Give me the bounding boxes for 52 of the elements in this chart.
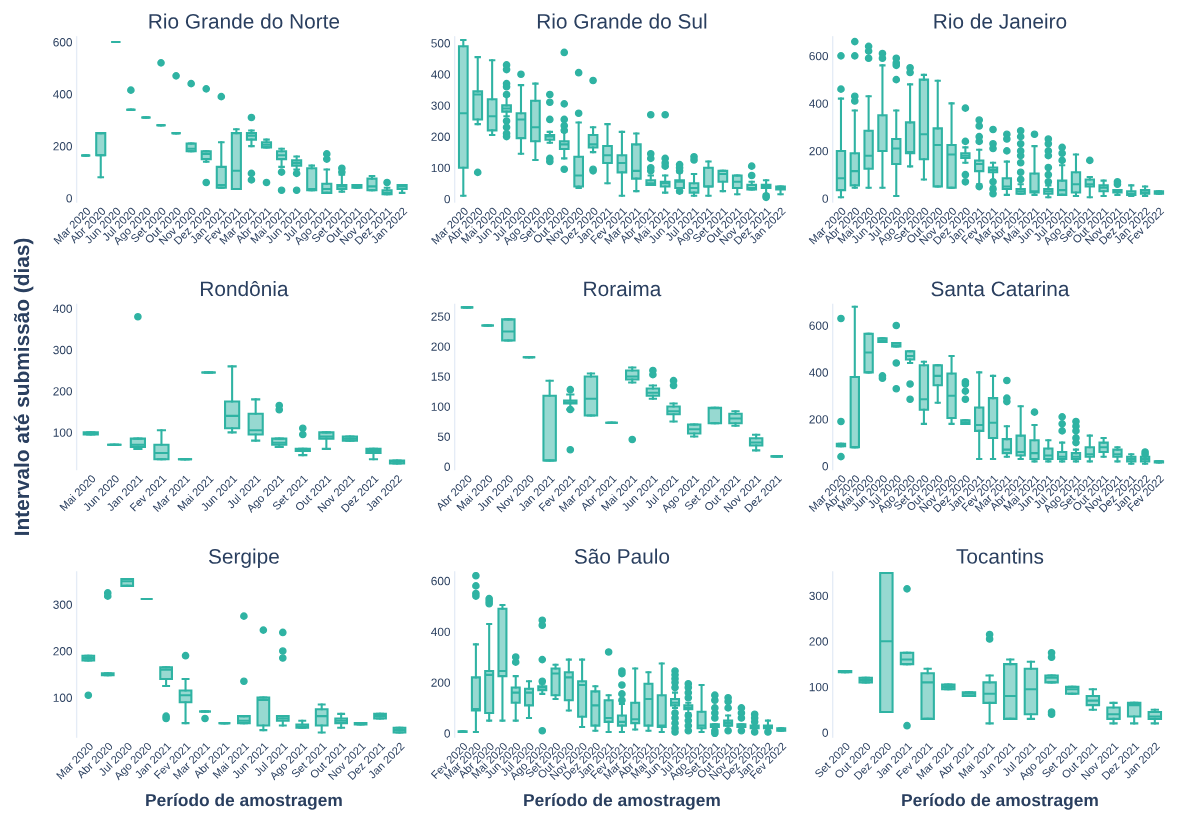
y-tick-label: 300 xyxy=(809,591,829,601)
y-tick-label: 300 xyxy=(431,101,451,110)
y-tick-label: 400 xyxy=(431,70,451,79)
y-tick-label: 300 xyxy=(53,345,73,355)
y-tick-label: 0 xyxy=(444,729,451,738)
chart-title: Rondônia xyxy=(201,280,289,297)
y-tick-label: 200 xyxy=(431,678,451,687)
chart-title: Rio Grande do Sul xyxy=(537,13,707,29)
y-tick-label: 0 xyxy=(822,194,829,203)
y-tick-label: 100 xyxy=(53,693,73,702)
y-tick-label: 0 xyxy=(444,462,451,471)
x-axis-title: Período de amostragem xyxy=(902,793,1098,810)
y-tick-label: 600 xyxy=(809,51,829,61)
y-tick-label: 400 xyxy=(53,90,73,99)
chart-title: Santa Catarina xyxy=(931,280,1070,297)
chart-title: Tocantins xyxy=(956,548,1044,564)
y-tick-label: 200 xyxy=(809,637,829,646)
y-tick-label: 150 xyxy=(431,372,451,381)
y-tick-label: 300 xyxy=(53,600,73,609)
y-tick-label: 600 xyxy=(53,38,73,47)
y-tick-label: 100 xyxy=(809,682,829,692)
y-tick-label: 200 xyxy=(431,342,451,351)
y-tick-label: 0 xyxy=(66,194,73,203)
y-tick-label: 400 xyxy=(809,99,829,108)
y-tick-label: 600 xyxy=(809,321,829,330)
chart-title: Sergipe xyxy=(208,548,279,568)
chart-title: Rio de Janeiro xyxy=(934,13,1067,29)
y-tick-label: 50 xyxy=(437,432,451,441)
y-axis-title: Intervalo até submissão (dias) xyxy=(13,238,34,535)
chart-title: Rio Grande do Norte xyxy=(149,13,340,29)
y-tick-label: 200 xyxy=(53,142,73,151)
y-tick-label: 400 xyxy=(431,627,451,637)
y-tick-label: 200 xyxy=(53,387,73,396)
x-axis-title: Período de amostragem xyxy=(524,793,720,810)
y-tick-label: 200 xyxy=(809,415,829,424)
chart-title: São Paulo xyxy=(574,548,670,564)
y-tick-label: 400 xyxy=(809,368,829,377)
y-tick-label: 500 xyxy=(431,39,451,48)
y-tick-label: 100 xyxy=(431,402,451,411)
y-tick-label: 600 xyxy=(431,576,451,586)
y-tick-label: 400 xyxy=(53,304,73,313)
y-tick-label: 0 xyxy=(444,194,451,204)
y-tick-label: 0 xyxy=(822,462,829,471)
y-tick-label: 100 xyxy=(53,428,73,437)
y-tick-label: 100 xyxy=(431,163,451,173)
chart-title: Roraima xyxy=(584,280,662,297)
x-axis-title: Período de amostragem xyxy=(146,793,342,810)
y-tick-label: 200 xyxy=(431,132,451,141)
y-tick-label: 200 xyxy=(53,647,73,656)
y-tick-label: 0 xyxy=(822,728,829,737)
y-tick-label: 250 xyxy=(431,312,451,321)
y-tick-label: 200 xyxy=(809,146,829,156)
